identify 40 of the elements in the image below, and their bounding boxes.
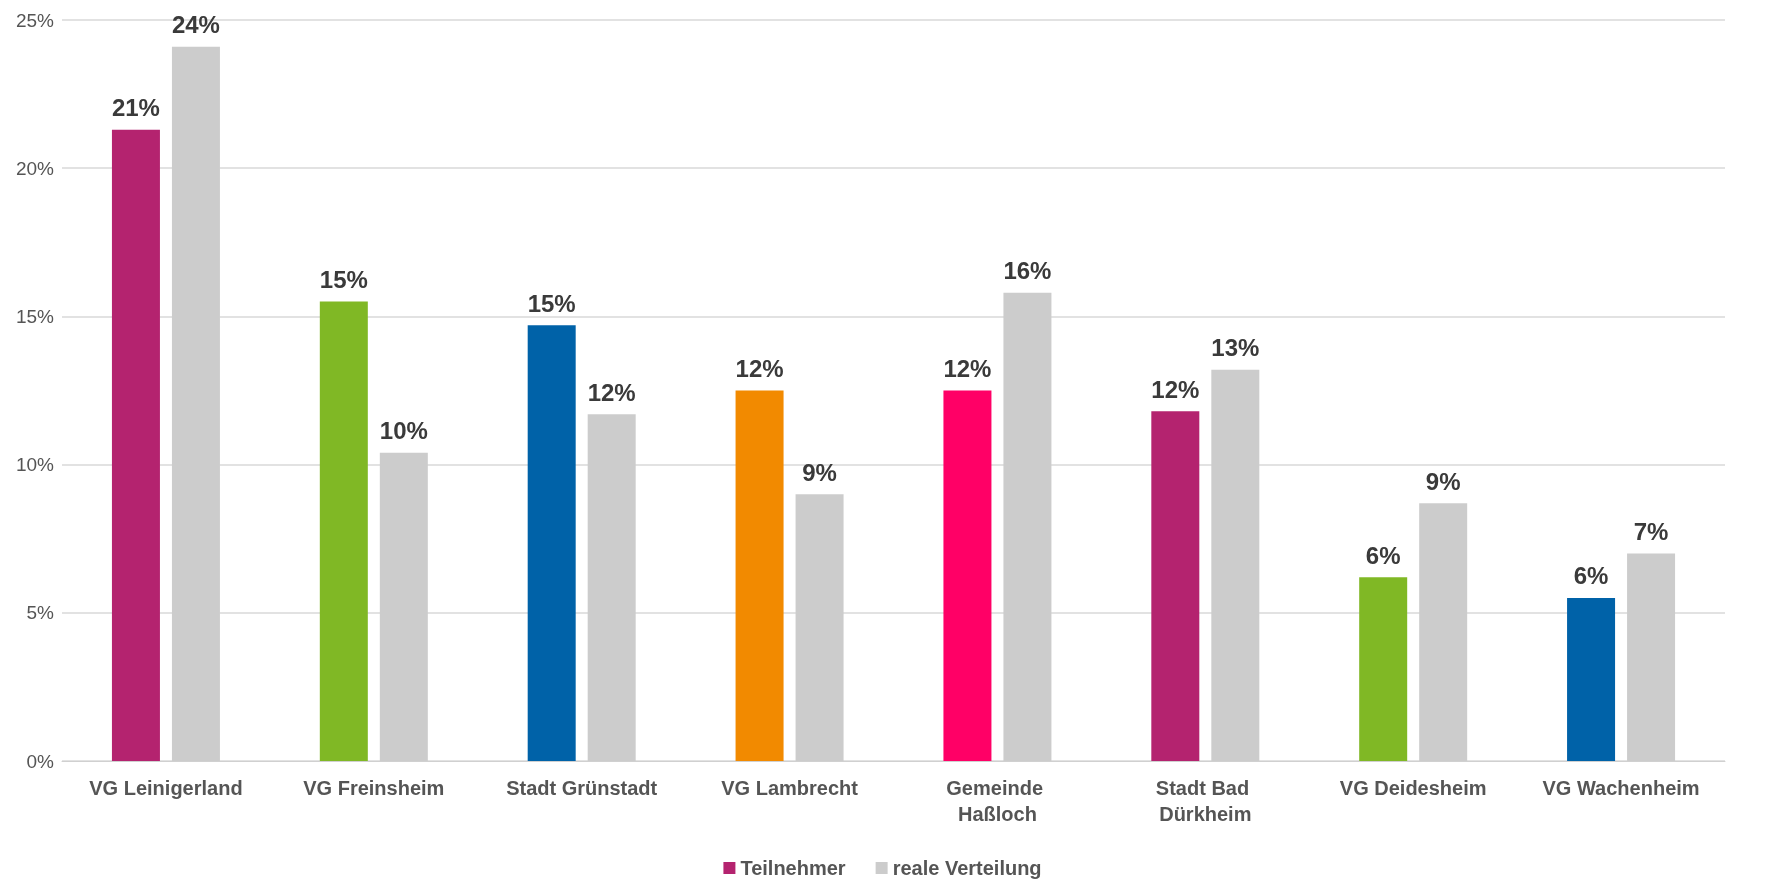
x-tick-label: VG Leinigerland [89,777,243,799]
data-label: 9% [802,458,837,486]
data-label: 10% [379,417,428,445]
bar [943,390,992,761]
x-tick-label: Stadt Bad Dürkheim [1155,777,1255,825]
x-tick-label: VG Wachenheim [1542,777,1700,799]
bar [1359,577,1408,761]
data-label: 15% [527,289,576,317]
data-label: 13% [1211,334,1260,362]
data-label: 12% [735,355,784,382]
data-label: 7% [1633,518,1669,546]
y-tick-label: 5% [26,602,55,624]
y-tick-label: 25% [15,9,55,31]
data-label: 12% [587,378,636,406]
bar [319,301,368,761]
y-tick-label: 15% [15,305,55,327]
x-tick-label: Stadt Grünstadt [506,777,658,799]
legend-label: reale Verteilung [892,857,1042,879]
legend-label: Teilnehmer [740,857,846,879]
data-label: 9% [1425,467,1461,495]
bar [735,390,784,761]
bar [527,325,576,761]
data-label: 16% [1003,257,1052,285]
x-tick-label: VG Freinsheim [303,777,445,799]
bar [1567,597,1616,761]
y-tick-label: 10% [15,454,55,476]
data-label: 12% [1151,375,1200,403]
data-label: 6% [1573,562,1609,590]
data-label: 6% [1365,541,1401,569]
data-label: 15% [319,266,368,294]
y-tick-label: 0% [26,750,55,772]
x-tick-label: VG Lambrecht [721,777,859,799]
x-tick-label: VG Deidesheim [1339,777,1487,799]
data-label: 12% [943,355,992,382]
data-label: 24% [171,11,220,39]
bar [111,129,160,761]
x-tick-label: Gemeinde Haßloch [946,777,1049,825]
data-label: 21% [111,94,160,122]
bar [1151,411,1200,761]
y-tick-label: 20% [15,157,55,179]
